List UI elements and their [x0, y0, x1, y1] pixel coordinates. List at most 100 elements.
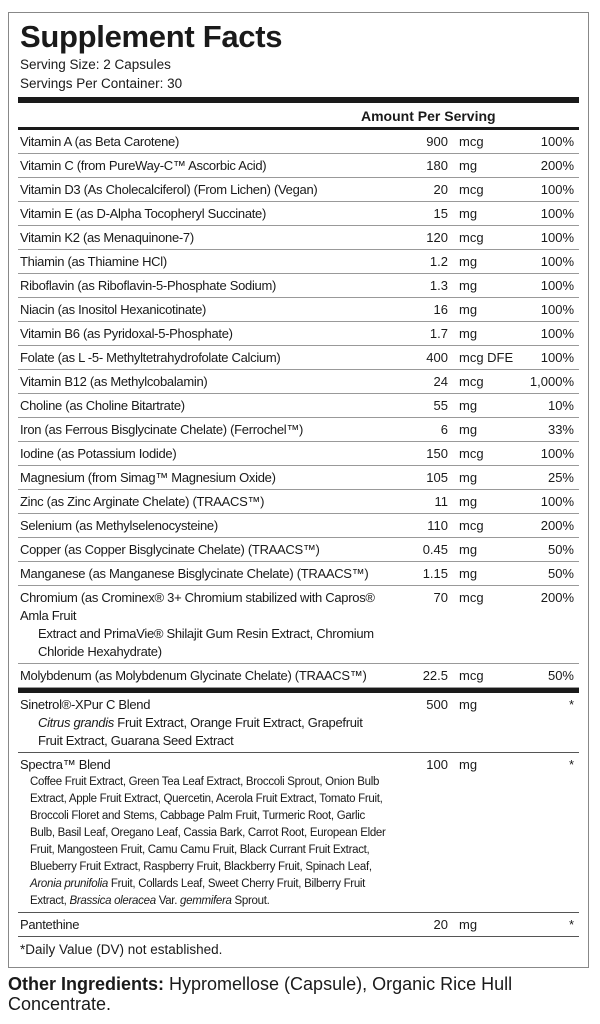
nutrient-row: Iodine (as Potassium Iodide) 150 mcg 100% — [18, 442, 579, 466]
ingredient-name: Niacin (as Inositol Hexanicotinate) — [20, 302, 207, 317]
nutrient-row: Riboflavin (as Riboflavin-5-Phosphate So… — [18, 274, 579, 298]
amount: 15 — [433, 206, 448, 221]
daily-value: 100% — [540, 302, 574, 317]
ingredient-name: Manganese (as Manganese Bisglycinate Che… — [20, 566, 369, 581]
daily-value: 200% — [540, 590, 574, 605]
amount: 0.45 — [422, 542, 448, 557]
daily-value: 200% — [540, 158, 574, 173]
amount: 150 — [426, 446, 448, 461]
daily-value: 50% — [547, 668, 574, 683]
ingredient-name: Vitamin E (as D-Alpha Tocopheryl Succina… — [20, 206, 267, 221]
amount: 1.15 — [422, 566, 448, 581]
unit: mg — [459, 398, 478, 413]
blend-row: Spectra™ Blend Coffee Fruit Extract, Gree… — [18, 753, 579, 913]
unit: mg — [459, 494, 478, 509]
amount: 900 — [426, 134, 448, 149]
amount: 11 — [434, 494, 449, 509]
ingredient-name: Folate (as L -5- Methyltetrahydrofolate … — [20, 350, 281, 365]
nutrient-row: Copper (as Copper Bisglycinate Chelate) … — [18, 538, 579, 562]
supplement-facts-panel: Supplement Facts Serving Size: 2 Capsule… — [8, 12, 589, 968]
ingredient-name: Spectra™ Blend Coffee Fruit Extract, Gree… — [20, 757, 386, 907]
ingredient-name: Riboflavin (as Riboflavin-5-Phosphate So… — [20, 278, 277, 293]
nutrient-row: Zinc (as Zinc Arginate Chelate) (TRAACS™… — [18, 490, 579, 514]
unit: mcg — [459, 590, 484, 605]
amount: 24 — [433, 374, 448, 389]
amount: 120 — [426, 230, 448, 245]
daily-value: 100% — [540, 182, 574, 197]
servings-per-container: Servings Per Container: 30 — [20, 76, 183, 91]
unit: mcg — [459, 182, 484, 197]
amount: 1.2 — [429, 254, 448, 269]
ingredient-name: Vitamin C (from PureWay-C™ Ascorbic Acid… — [20, 158, 267, 173]
nutrient-row: Iron (as Ferrous Bisglycinate Chelate) (… — [18, 418, 579, 442]
ingredient-name: Molybdenum (as Molybdenum Glycinate Chel… — [20, 668, 367, 683]
nutrient-row: Vitamin E (as D-Alpha Tocopheryl Succina… — [18, 202, 579, 226]
ingredient-name: Vitamin D3 (As Cholecalciferol) (From Li… — [20, 182, 318, 197]
unit: mcg — [459, 446, 484, 461]
ingredient-name: Pantethine — [20, 917, 80, 932]
unit: mcg — [459, 668, 484, 683]
ingredient-name: Copper (as Copper Bisglycinate Chelate) … — [20, 542, 320, 557]
daily-value: * — [568, 757, 574, 772]
amount: 100 — [426, 757, 448, 772]
unit: mg — [459, 566, 478, 581]
amount: 1.3 — [429, 278, 448, 293]
unit: mg — [459, 278, 478, 293]
nutrient-row: Chromium (as Crominex® 3+ Chromium stabi… — [18, 586, 579, 664]
ingredient-name: Vitamin B12 (as Methylcobalamin) — [20, 374, 208, 389]
amount: 16 — [433, 302, 448, 317]
daily-value: 100% — [540, 278, 574, 293]
footnote: *Daily Value (DV) not established. — [20, 942, 223, 957]
amount-per-serving-header: Amount Per Serving — [361, 108, 496, 124]
daily-value: 33% — [547, 422, 574, 437]
unit: mg — [459, 326, 478, 341]
ingredient-name: Vitamin B6 (as Pyridoxal-5-Phosphate) — [20, 326, 233, 341]
thick-divider — [18, 687, 579, 693]
ingredient-name: Selenium (as Methylselenocysteine) — [20, 518, 218, 533]
ingredient-name: Iron (as Ferrous Bisglycinate Chelate) (… — [20, 422, 304, 437]
nutrient-row: Selenium (as Methylselenocysteine) 110 mcg… — [18, 514, 579, 538]
blend-row: Pantethine 20 mg * — [18, 913, 579, 937]
daily-value: 100% — [540, 446, 574, 461]
amount: 20 — [433, 917, 448, 932]
thick-divider — [18, 97, 579, 103]
nutrient-row: Molybdenum (as Molybdenum Glycinate Chel… — [18, 664, 579, 688]
nutrient-row: Vitamin A (as Beta Carotene) 900 mcg 100% — [18, 130, 579, 154]
ingredient-name: Chromium (as Crominex® 3+ Chromium stabi… — [20, 590, 375, 659]
unit: mcg — [459, 230, 484, 245]
amount: 110 — [427, 518, 448, 533]
unit: mcg — [459, 134, 484, 149]
nutrient-row: Folate (as L -5- Methyltetrahydrofolate … — [18, 346, 579, 370]
unit: mcg — [459, 518, 484, 533]
amount: 1.7 — [429, 326, 448, 341]
ingredient-name: Thiamin (as Thiamine HCl) — [20, 254, 167, 269]
daily-value: * — [568, 917, 574, 932]
unit: mg — [459, 254, 478, 269]
nutrient-row: Vitamin K2 (as Menaquinone-7) 120 mcg 100% — [18, 226, 579, 250]
daily-value: 1,000% — [529, 374, 574, 389]
nutrient-row: Thiamin (as Thiamine HCl) 1.2 mg 100% — [18, 250, 579, 274]
daily-value: 10% — [547, 398, 574, 413]
daily-value: * — [568, 697, 574, 712]
daily-value: 100% — [540, 134, 574, 149]
ingredient-name: Zinc (as Zinc Arginate Chelate) (TRAACS™… — [20, 494, 265, 509]
nutrient-row: Niacin (as Inositol Hexanicotinate) 16 mg 1… — [18, 298, 579, 322]
amount: 55 — [433, 398, 448, 413]
unit: mg — [459, 206, 478, 221]
daily-value: 200% — [540, 518, 574, 533]
panel-title: Supplement Facts — [20, 19, 283, 54]
ingredient-name: Choline (as Choline Bitartrate) — [20, 398, 185, 413]
unit: mg — [459, 422, 478, 437]
daily-value: 100% — [540, 494, 574, 509]
daily-value: 25% — [547, 470, 574, 485]
ingredient-name: Iodine (as Potassium Iodide) — [20, 446, 177, 461]
nutrient-row: Magnesium (from Simag™ Magnesium Oxide) 1… — [18, 466, 579, 490]
amount: 20 — [433, 182, 448, 197]
unit: mcg — [459, 374, 484, 389]
amount: 180 — [426, 158, 448, 173]
nutrient-row: Vitamin C (from PureWay-C™ Ascorbic Acid… — [18, 154, 579, 178]
unit: mg — [459, 470, 478, 485]
ingredient-name: Magnesium (from Simag™ Magnesium Oxide) — [20, 470, 276, 485]
amount: 22.5 — [422, 668, 448, 683]
daily-value: 100% — [540, 350, 574, 365]
